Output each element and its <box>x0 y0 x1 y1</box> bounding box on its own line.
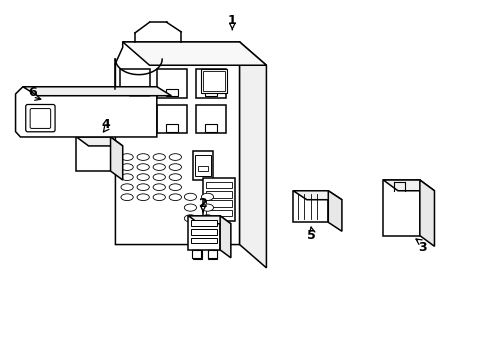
Polygon shape <box>239 42 266 268</box>
Bar <box>129 125 142 132</box>
Bar <box>188 216 220 250</box>
Bar <box>157 105 186 134</box>
Polygon shape <box>383 180 433 191</box>
Ellipse shape <box>137 194 149 201</box>
Ellipse shape <box>121 194 133 201</box>
Bar <box>192 250 201 258</box>
Ellipse shape <box>121 174 133 180</box>
Ellipse shape <box>201 215 213 222</box>
Polygon shape <box>115 42 239 244</box>
Ellipse shape <box>184 193 196 201</box>
Bar <box>205 191 232 198</box>
Ellipse shape <box>169 194 181 201</box>
Bar <box>191 238 217 243</box>
Text: 1: 1 <box>227 14 236 27</box>
Ellipse shape <box>184 215 196 222</box>
Bar <box>205 201 232 207</box>
Polygon shape <box>110 137 122 180</box>
Bar <box>207 250 216 258</box>
Bar <box>193 250 202 259</box>
FancyBboxPatch shape <box>30 109 51 129</box>
Text: 2: 2 <box>198 197 207 210</box>
Polygon shape <box>76 137 122 146</box>
Text: 5: 5 <box>307 229 315 242</box>
Bar <box>193 151 212 180</box>
FancyBboxPatch shape <box>26 104 55 132</box>
Ellipse shape <box>169 154 181 161</box>
Bar <box>203 178 234 221</box>
Bar <box>195 105 225 134</box>
Text: 3: 3 <box>417 241 426 254</box>
Bar <box>191 220 217 226</box>
Bar <box>165 89 178 96</box>
Ellipse shape <box>201 204 213 211</box>
Polygon shape <box>122 42 266 65</box>
Ellipse shape <box>153 184 165 190</box>
Polygon shape <box>188 216 230 224</box>
Bar <box>195 69 225 98</box>
Ellipse shape <box>169 164 181 170</box>
Bar <box>198 166 207 171</box>
Bar <box>200 69 227 93</box>
Bar <box>205 210 232 216</box>
Ellipse shape <box>121 154 133 161</box>
Bar <box>204 89 217 96</box>
Polygon shape <box>293 191 341 200</box>
Ellipse shape <box>169 184 181 190</box>
Ellipse shape <box>121 184 133 190</box>
Bar <box>165 125 178 132</box>
Polygon shape <box>419 180 433 246</box>
Ellipse shape <box>121 164 133 170</box>
Ellipse shape <box>153 194 165 201</box>
Bar <box>157 69 186 98</box>
Ellipse shape <box>137 174 149 180</box>
Bar <box>120 105 150 134</box>
Bar <box>383 180 419 235</box>
Polygon shape <box>23 87 171 96</box>
Bar <box>204 125 217 132</box>
Bar <box>194 155 211 176</box>
Ellipse shape <box>137 184 149 190</box>
Bar <box>76 137 110 171</box>
Ellipse shape <box>169 174 181 180</box>
Text: 6: 6 <box>28 86 37 99</box>
Bar <box>191 229 217 234</box>
Polygon shape <box>16 87 157 137</box>
Text: 4: 4 <box>101 118 110 131</box>
Bar <box>205 182 232 188</box>
Ellipse shape <box>153 154 165 161</box>
Ellipse shape <box>153 164 165 170</box>
Bar <box>203 71 224 91</box>
Bar <box>129 89 142 96</box>
Ellipse shape <box>153 174 165 180</box>
Ellipse shape <box>201 193 213 201</box>
Ellipse shape <box>184 204 196 211</box>
Bar <box>120 69 150 98</box>
Bar <box>207 250 216 259</box>
Ellipse shape <box>137 164 149 170</box>
Ellipse shape <box>137 154 149 161</box>
Polygon shape <box>220 216 230 258</box>
Polygon shape <box>130 87 157 96</box>
Bar <box>293 191 327 222</box>
Polygon shape <box>327 191 341 231</box>
